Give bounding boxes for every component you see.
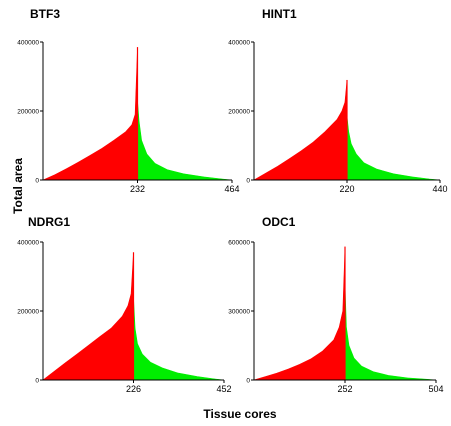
y-tick-label: 0 [35, 378, 39, 385]
y-tick-label: 200000 [17, 309, 39, 316]
x-tick-label: 226 [126, 384, 141, 394]
x-tick-label: 252 [337, 384, 352, 394]
x-tick-label: 440 [432, 184, 447, 194]
y-axis-label: Total area [11, 158, 25, 214]
chart-title: ODC1 [262, 215, 296, 229]
y-tick-label: 200000 [17, 109, 39, 116]
chart-title: HINT1 [262, 7, 297, 21]
series-area [133, 297, 225, 381]
y-tick-label: 300000 [228, 309, 250, 316]
series-area [42, 47, 138, 181]
y-tick-label: 400000 [17, 240, 39, 247]
series-area [137, 100, 233, 181]
y-tick-label: 200000 [228, 109, 250, 116]
chart-title: NDRG1 [28, 215, 70, 229]
chart-panel: BTF3 0 200000 400000 232 464 [17, 7, 239, 194]
y-tick-label: 0 [246, 178, 250, 185]
series-area [253, 246, 346, 381]
y-tick-label: 0 [246, 378, 250, 385]
chart-title: BTF3 [30, 7, 60, 21]
chart-panel: HINT1 0 200000 400000 220 440 [228, 7, 447, 194]
chart-panel: NDRG1 0 200000 400000 226 452 [17, 215, 231, 394]
chart-panels: BTF3 0 200000 400000 232 464 HINT1 0 200000 40000… [17, 7, 447, 394]
y-tick-label: 400000 [228, 40, 250, 47]
y-tick-label: 400000 [17, 40, 39, 47]
y-tick-label: 0 [35, 178, 39, 185]
series-area [346, 116, 441, 181]
x-tick-label: 464 [224, 184, 239, 194]
series-area [252, 79, 348, 181]
series-area [42, 252, 134, 381]
series-area [344, 283, 437, 381]
x-tick-label: 504 [428, 384, 443, 394]
x-tick-label: 220 [339, 184, 354, 194]
x-tick-label: 452 [216, 384, 231, 394]
x-tick-label: 232 [130, 184, 145, 194]
chart-panel: ODC1 0 300000 600000 252 504 [228, 215, 443, 394]
x-axis-label: Tissue cores [203, 407, 276, 421]
y-tick-label: 600000 [228, 240, 250, 247]
